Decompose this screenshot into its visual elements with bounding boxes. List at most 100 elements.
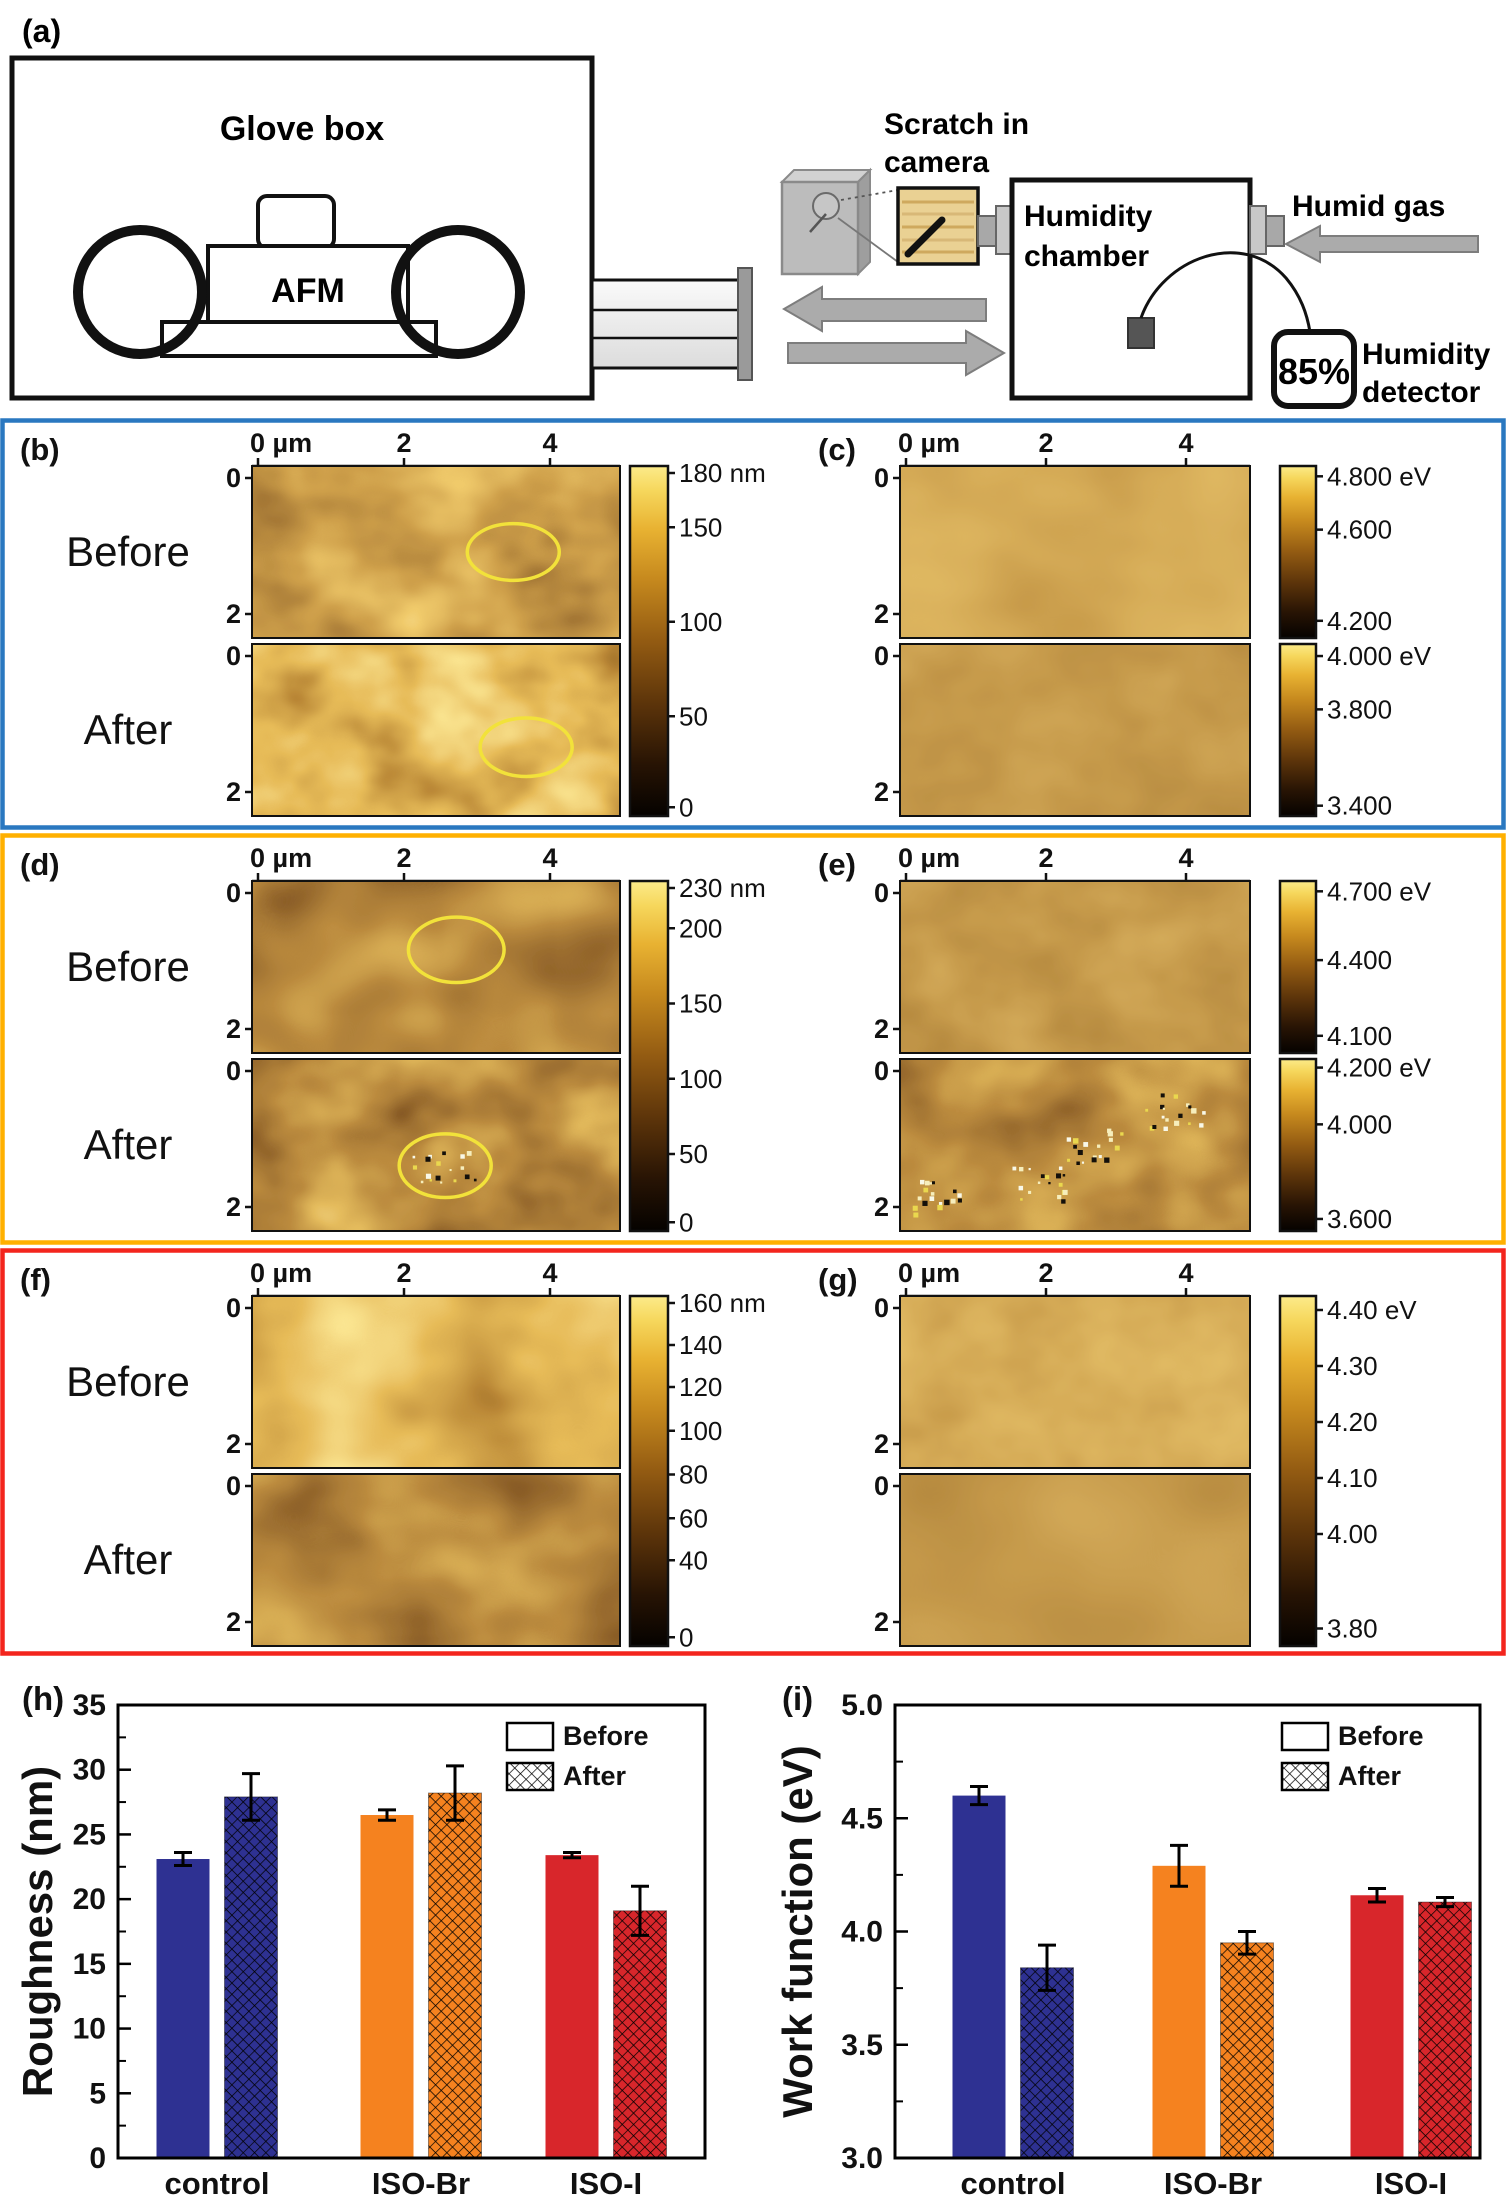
colorbar-tick-label: 4.700 eV — [1327, 876, 1432, 906]
x-tick-label: 4 — [1178, 843, 1193, 873]
x-tick-label: 4 — [542, 843, 557, 873]
x-tick-label: 0 µm — [898, 1258, 960, 1288]
transfer-rod-plate — [737, 267, 753, 381]
error-bar — [563, 1851, 581, 1860]
y-tick-label: 0 — [874, 1293, 889, 1323]
chart-h: (h) Roughness (nm) control ISO-Br ISO-I 0 5 10 1… — [14, 1680, 707, 2201]
humidity-detector-display — [1271, 329, 1357, 409]
y-tick-label: 0 — [874, 878, 889, 908]
y-tick-label: 0 — [89, 2142, 106, 2175]
x-tick-label: 2 — [396, 428, 411, 458]
colorbar-f: 160 nm 140 120 100 80 60 40 0 — [628, 1288, 766, 1652]
axes-i: 3.0 3.5 4.0 4.5 5.0 — [841, 1689, 1482, 2175]
chamber-right-flange — [1249, 205, 1267, 255]
error-bar — [1368, 1886, 1386, 1904]
y-tick-label: 2 — [874, 1607, 889, 1637]
y-tick-label: 0 — [226, 463, 241, 493]
highlight-circle — [465, 521, 562, 583]
x-category-label: ISO-Br — [372, 2166, 470, 2201]
colorbar-tick-label: 40 — [679, 1545, 708, 1575]
colorbar-tick-label: 0 — [679, 1207, 693, 1237]
y-axis-title: Roughness (nm) — [14, 1766, 61, 2097]
y-tick-label: 0 — [874, 1056, 889, 1086]
x-tick-label: 0 µm — [250, 843, 312, 873]
detector-label-line1: Humidity — [1362, 338, 1491, 371]
y-tick-label: 2 — [226, 1192, 241, 1222]
bar-charts: (h) Roughness (nm) control ISO-Br ISO-I 0 5 10 1… — [14, 1680, 1482, 2201]
colorbar-tick-label: 3.800 — [1327, 694, 1392, 724]
error-bar — [446, 1764, 464, 1822]
bar-i-ISO-I-before — [1350, 1895, 1404, 2158]
colorbar-tick-label: 4.100 — [1327, 1021, 1392, 1051]
y-tick-label: 3.5 — [841, 2029, 883, 2062]
row-border-de — [0, 833, 1506, 1245]
colorbar-tick-label: 4.20 — [1327, 1407, 1378, 1437]
sample-cube — [779, 167, 873, 277]
bar-h-ISO-Br-after — [428, 1792, 482, 2159]
x-category-label: ISO-I — [570, 2166, 642, 2201]
afm-label: AFM — [271, 272, 345, 310]
x-tick-label: 0 µm — [898, 428, 960, 458]
x-tick-label: 0 µm — [898, 843, 960, 873]
colorbar-tick-label: 0 — [679, 1622, 693, 1652]
before-label: Before — [66, 1358, 190, 1405]
x-category-label: control — [164, 2166, 269, 2201]
colorbar-tick-label: 140 — [679, 1330, 722, 1360]
colorbar-tick-label: 3.80 — [1327, 1614, 1378, 1644]
x-tick-label: 4 — [542, 1258, 557, 1288]
bar-i-ISO-I-after — [1418, 1901, 1472, 2159]
inset-callout-top — [840, 189, 899, 201]
colorbar-e-bottom: 4.200 eV 4.000 3.600 — [1278, 1053, 1432, 1234]
afm-base — [160, 320, 438, 358]
bar-i-control-before — [952, 1795, 1006, 2158]
colorbar-tick-label: 4.40 eV — [1327, 1295, 1417, 1325]
bar-h-control-before — [156, 1859, 210, 2158]
afm-image-f-after — [251, 1473, 621, 1647]
error-bar — [1238, 1930, 1256, 1956]
x-category-label: ISO-Br — [1164, 2166, 1262, 2201]
panel-letter: (c) — [818, 432, 856, 467]
x-tick-label: 2 — [1038, 1258, 1053, 1288]
colorbar-tick-label: 0 — [679, 792, 693, 822]
y-tick-label: 2 — [874, 1192, 889, 1222]
panel-b: (b) 0 µm 2 4 0 2 0 2 180 nm 150 100 50 0 Before After — [20, 428, 766, 822]
afm-image-c-after — [899, 643, 1251, 817]
y-tick-label: 4.0 — [841, 1916, 883, 1949]
y-tick-label: 0 — [874, 1471, 889, 1501]
panel-c: (c) 0 µm 2 4 0 2 0 2 4.800 eV 4.600 4.200 4.000 eV 3… — [818, 428, 1432, 821]
chamber-label-line2: chamber — [1024, 240, 1149, 273]
colorbar-tick-label: 4.200 — [1327, 606, 1392, 636]
y-tick-label: 2 — [874, 777, 889, 807]
sensor-cable — [1139, 251, 1312, 333]
legend-label-after: After — [563, 1761, 626, 1791]
transfer-rod — [590, 278, 742, 370]
colorbar-tick-label: 50 — [679, 1139, 708, 1169]
afm-image-c-before — [899, 465, 1251, 639]
scratch-mark-icon — [904, 216, 946, 258]
x-tick-label: 2 — [1038, 428, 1053, 458]
glove-box-label: Glove box — [220, 110, 384, 148]
afm-image-d-before — [251, 880, 621, 1054]
x-tick-label: 4 — [1178, 428, 1193, 458]
colorbar-tick-label: 4.400 — [1327, 945, 1392, 975]
x-tick-label: 2 — [1038, 843, 1053, 873]
y-tick-label: 2 — [874, 1429, 889, 1459]
error-bar — [378, 1808, 396, 1822]
inset-callout-bottom — [837, 217, 899, 263]
afm-image-f-before — [251, 1295, 621, 1469]
bar-h-ISO-I-after — [613, 1910, 667, 2159]
y-axis-title: Work function (eV) — [774, 1745, 821, 2118]
glove-port-left-icon — [73, 225, 207, 359]
y-tick-label: 0 — [226, 641, 241, 671]
y-tick-label: 3.0 — [841, 2142, 883, 2175]
bar-i-ISO-Br-before — [1152, 1865, 1206, 2158]
y-tick-label: 5 — [89, 2077, 106, 2110]
panel-letter: (i) — [782, 1680, 813, 1717]
glove-port-right-icon — [391, 225, 525, 359]
y-tick-label: 2 — [226, 599, 241, 629]
bar-h-control-after — [224, 1796, 278, 2159]
afm-image-e-before — [899, 880, 1251, 1054]
legend-label-before: Before — [1338, 1721, 1424, 1751]
colorbar-c-bottom: 4.000 eV 3.800 3.400 — [1278, 641, 1432, 821]
